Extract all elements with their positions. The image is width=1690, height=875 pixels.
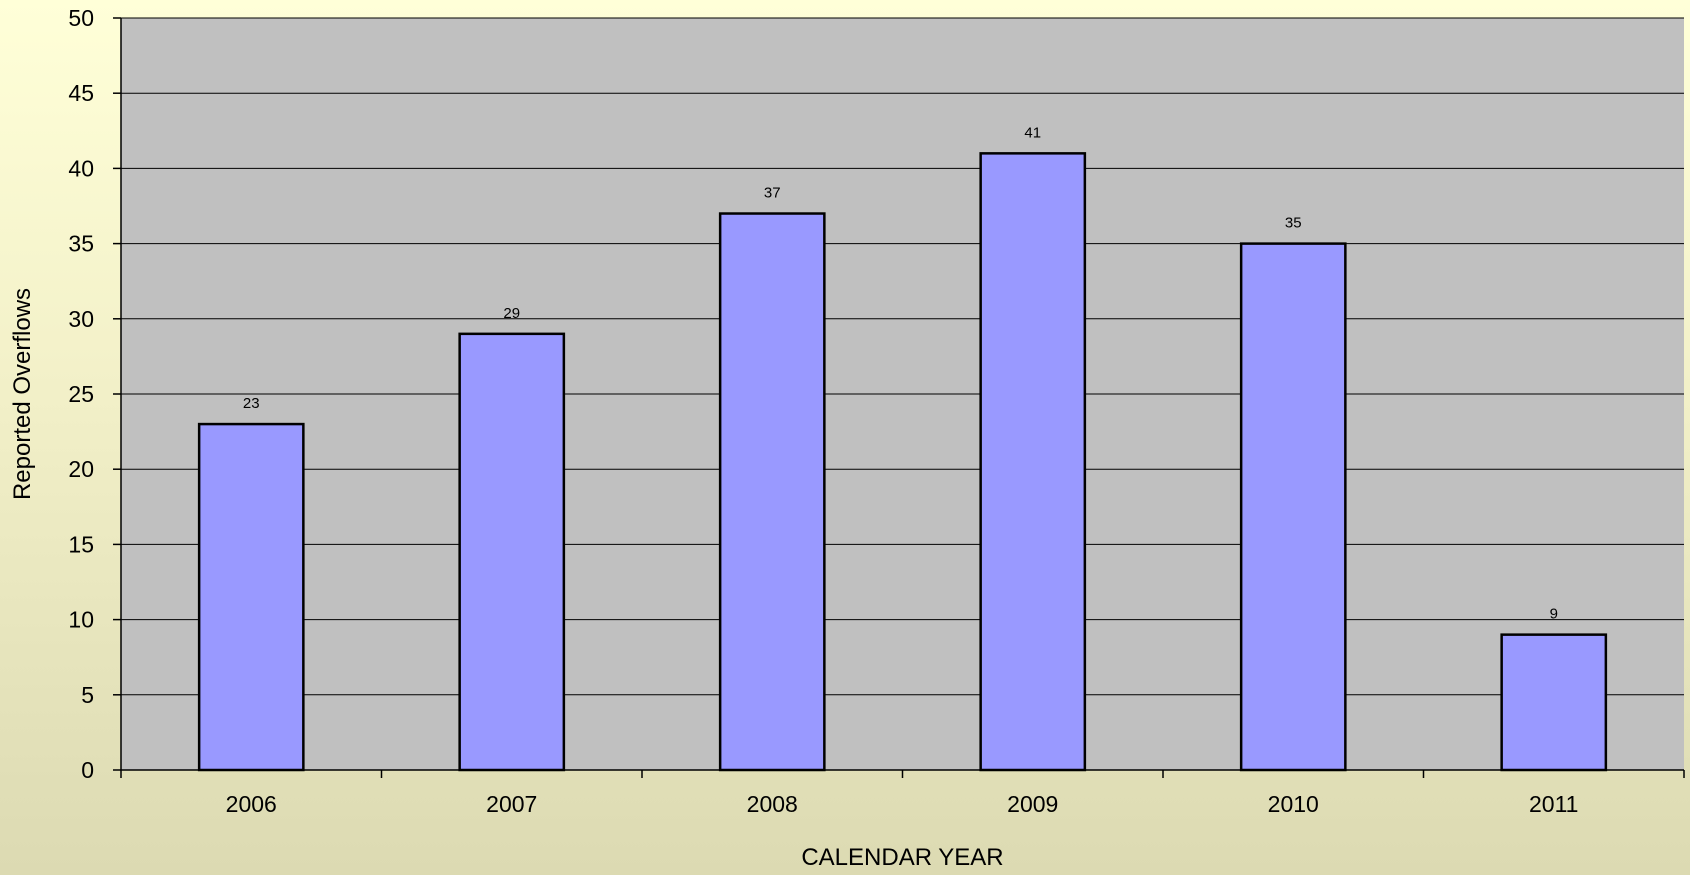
y-tick-label: 0 (81, 757, 94, 783)
bar-2011 (1500, 633, 1608, 772)
data-label-2008: 37 (764, 185, 781, 202)
x-tick-label: 2010 (1268, 791, 1319, 817)
gridlines (121, 17, 1684, 696)
x-axis-title: CALENDAR YEAR (801, 844, 1003, 871)
y-tick-label: 25 (68, 381, 94, 407)
y-tick-label: 40 (68, 155, 94, 181)
y-tick-label: 45 (68, 80, 94, 106)
data-label-2010: 35 (1285, 215, 1302, 232)
bars (197, 152, 1608, 772)
bar-2010 (1239, 242, 1347, 772)
data-label-2009: 41 (1024, 124, 1041, 141)
y-tick-label: 50 (68, 5, 94, 31)
y-tick-label: 10 (68, 607, 94, 633)
bar-2009 (979, 152, 1087, 772)
x-tick-label: 2011 (1529, 791, 1578, 817)
y-axis-title: Reported Overflows (9, 288, 36, 500)
bar-2006 (197, 422, 305, 772)
y-tick-label: 30 (68, 306, 94, 332)
x-tick-label: 2007 (486, 791, 537, 817)
data-label-2006: 23 (243, 395, 260, 412)
y-tick-label: 5 (81, 682, 94, 708)
data-label-2007: 29 (503, 305, 520, 322)
x-tick-label: 2006 (226, 791, 277, 817)
y-tick-label: 15 (68, 531, 94, 557)
bar-2007 (458, 332, 566, 772)
x-tick-label: 2009 (1007, 791, 1058, 817)
y-tick-label: 35 (68, 231, 94, 257)
x-axis: 2006 2007 2008 2009 2010 2011 (120, 769, 1685, 817)
data-labels: 23 29 37 41 35 9 (243, 124, 1558, 622)
y-axis: 0 5 10 15 20 25 30 35 40 45 50 (68, 5, 122, 783)
data-label-2011: 9 (1550, 606, 1558, 623)
x-tick-label: 2008 (747, 791, 798, 817)
y-tick-label: 20 (68, 456, 94, 482)
bar-2008 (718, 212, 826, 772)
